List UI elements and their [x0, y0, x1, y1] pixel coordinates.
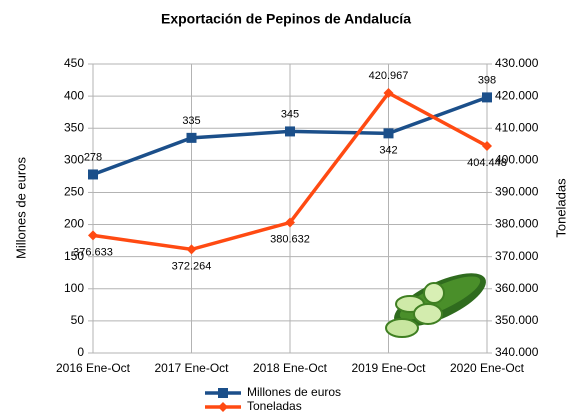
data-label: 335: [182, 115, 200, 127]
y-tick-label: 150: [64, 249, 84, 263]
data-label: 420.967: [369, 70, 409, 82]
point: [186, 132, 197, 143]
y-tick-label: 250: [64, 185, 84, 199]
cucumber-image: [385, 273, 486, 338]
point: [482, 141, 492, 152]
point: [285, 217, 295, 228]
legend-label: Toneladas: [247, 399, 302, 413]
legend-marker: [218, 402, 228, 412]
point: [383, 128, 394, 139]
y-tick-label: 300: [64, 153, 84, 167]
y2-tick-label: 410.000: [495, 120, 539, 134]
plot-border: [92, 63, 488, 354]
point: [285, 126, 295, 137]
y2-tick-label: 430.000: [495, 56, 539, 70]
data-label: 278: [84, 151, 102, 163]
y-tick-label: 350: [64, 120, 84, 134]
legend-marker: [218, 388, 228, 398]
x-tick-label: 2017 Ene-Oct: [154, 361, 229, 375]
point: [186, 244, 197, 255]
data-label: 398: [478, 74, 496, 86]
y2-tick-label: 390.000: [495, 185, 539, 199]
y2-tick-label: 340.000: [495, 345, 539, 359]
x-tick-label: 2019 Ene-Oct: [351, 361, 426, 375]
x-tick-label: 2018 Ene-Oct: [253, 361, 328, 375]
data-label: 404.448: [467, 157, 507, 169]
y2-tick-label: 360.000: [495, 281, 539, 295]
chart-title: Exportación de Pepinos de Andalucía: [161, 11, 411, 27]
y-tick-label: 200: [64, 217, 84, 231]
point: [482, 92, 492, 103]
data-label: 372.264: [172, 260, 212, 272]
y2-tick-label: 400.000: [495, 153, 539, 167]
data-label: 345: [281, 108, 299, 120]
y2-tick-label: 420.000: [495, 88, 539, 102]
x-tick-label: 2016 Ene-Oct: [56, 361, 131, 375]
y-tick-label: 0: [77, 345, 84, 359]
y2-tick-label: 350.000: [495, 313, 539, 327]
data-label: 380.632: [270, 233, 310, 245]
data-label: 376.633: [73, 246, 113, 258]
y2-tick-label: 380.000: [495, 217, 539, 231]
y2-axis-label: Toneladas: [553, 178, 568, 238]
y2-tick-label: 370.000: [495, 249, 539, 263]
y-tick-label: 450: [64, 56, 84, 70]
legend-label: Millones de euros: [247, 385, 341, 399]
y-tick-label: 400: [64, 88, 84, 102]
y-axis-label: Millones de euros: [13, 157, 28, 259]
point: [88, 169, 98, 180]
point: [383, 88, 394, 99]
point: [88, 230, 98, 241]
data-label: 342: [379, 144, 397, 156]
y-tick-label: 100: [64, 281, 84, 295]
x-tick-label: 2020 Ene-Oct: [450, 361, 525, 375]
y-tick-label: 50: [71, 313, 85, 327]
